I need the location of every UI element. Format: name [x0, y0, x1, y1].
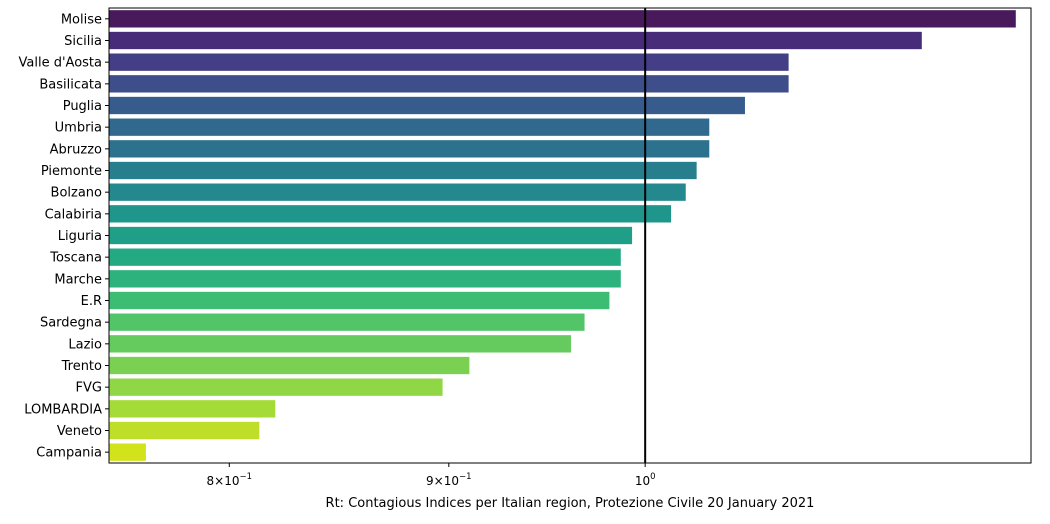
bar-18 — [109, 400, 276, 418]
category-label: Piemonte — [41, 164, 102, 179]
category-label: Sicilia — [64, 34, 102, 49]
bar-14 — [109, 313, 585, 331]
bar-6 — [109, 140, 710, 158]
category-label: Molise — [61, 12, 102, 27]
bar-17 — [109, 378, 443, 396]
category-label: Liguria — [58, 229, 102, 244]
bar-7 — [109, 161, 697, 180]
bar-20 — [109, 443, 146, 461]
category-label: Puglia — [63, 99, 102, 114]
category-label: Valle d'Aosta — [19, 56, 102, 71]
category-label: Toscana — [49, 251, 102, 266]
bar-16 — [109, 356, 470, 375]
category-label: E.R — [81, 294, 102, 309]
category-label: Campania — [36, 446, 102, 461]
bar-2 — [109, 53, 789, 71]
category-label: Calabiria — [45, 207, 102, 222]
bar-3 — [109, 75, 789, 93]
category-label: Lazio — [68, 337, 102, 352]
bars-group — [109, 10, 1016, 461]
category-label: Trento — [61, 359, 102, 374]
x-tick-label: 9×10−1 — [426, 472, 472, 488]
category-label: Sardegna — [40, 316, 102, 331]
bar-1 — [109, 31, 922, 50]
category-label: Umbria — [55, 121, 102, 136]
x-axis-label: Rt: Contagious Indices per Italian regio… — [326, 496, 815, 511]
category-label: Veneto — [57, 424, 102, 439]
x-ticks-group: 8×10−1 9×10−1 100 — [207, 463, 656, 488]
category-labels-group: Molise Sicilia Valle d'Aosta Basilicata Pugl… — [19, 12, 109, 461]
bar-8 — [109, 183, 686, 201]
bar-11 — [109, 248, 621, 266]
category-label: Abruzzo — [50, 142, 102, 157]
bar-12 — [109, 270, 621, 288]
bar-19 — [109, 421, 260, 440]
bar-13 — [109, 291, 610, 310]
category-label: Bolzano — [51, 186, 103, 201]
bar-10 — [109, 226, 633, 245]
x-tick-label: 8×10−1 — [207, 472, 253, 488]
category-label: Marche — [54, 272, 102, 287]
category-label: FVG — [76, 381, 102, 396]
plot-frame — [108, 7, 1032, 464]
x-tick-label: 100 — [635, 472, 656, 488]
category-label: LOMBARDIA — [24, 402, 102, 417]
bar-5 — [109, 118, 710, 136]
bar-4 — [109, 96, 745, 115]
bar-9 — [109, 205, 672, 223]
bar-0 — [109, 10, 1016, 28]
bar-15 — [109, 335, 572, 353]
category-label: Basilicata — [39, 77, 102, 92]
